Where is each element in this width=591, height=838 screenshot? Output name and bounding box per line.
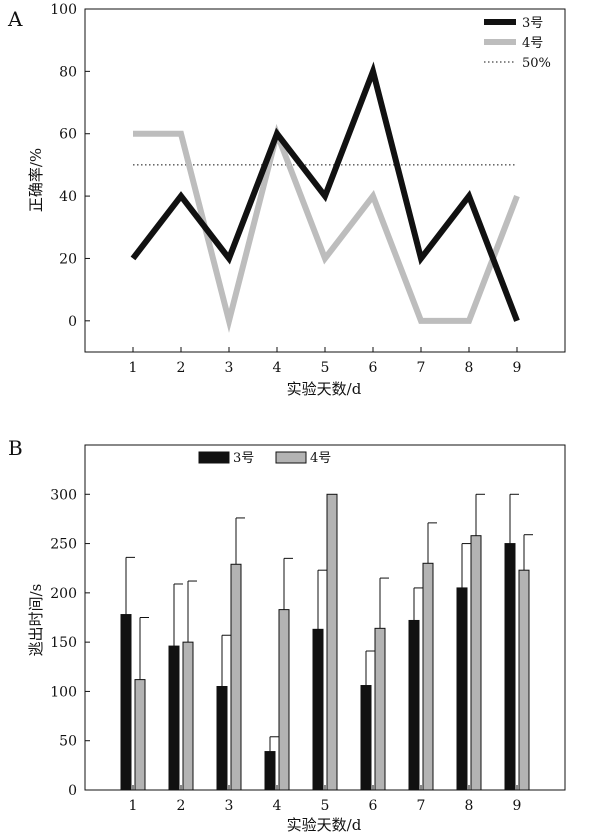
chart-b-legend: 3号 4号 [198, 451, 331, 466]
chart-a-series [130, 61, 520, 333]
x-tick-label: 4 [273, 360, 282, 376]
chart-a-legend: 3号 4号 50% [484, 16, 551, 71]
bar-3-day-7 [408, 619, 420, 791]
bar-3-day-3 [216, 686, 228, 791]
x-tick-label: 2 [177, 360, 186, 376]
y-tick-label: 150 [50, 635, 77, 651]
chart-b-plot-frame [84, 444, 566, 791]
bar-3-day-5 [312, 628, 324, 791]
legend-label-3: 3号 [522, 16, 543, 31]
x-tick-label: 7 [417, 798, 426, 814]
x-tick-label: 8 [465, 360, 474, 376]
legend-label-3: 3号 [233, 451, 254, 466]
bar-3-day-6 [360, 685, 372, 791]
bar-4-day-6 [374, 627, 386, 791]
x-tick-label: 6 [369, 360, 378, 376]
bar-4-day-8 [470, 535, 482, 791]
y-tick-label: 300 [50, 487, 77, 503]
x-tick-label: 3 [225, 798, 234, 814]
x-tick-label: 7 [417, 360, 426, 376]
chart-a: A 0 20 40 60 80 100 1 2 3 4 5 6 7 8 9 3号 4号 50% 实验天数/… [7, 2, 566, 398]
y-tick-label: 50 [59, 734, 77, 750]
panel-a-label: A [7, 7, 23, 31]
chart-b-bars [120, 493, 533, 791]
y-tick-label: 40 [59, 189, 77, 205]
x-tick-label: 1 [129, 798, 138, 814]
y-tick-label: 200 [50, 586, 77, 602]
bar-4-day-3 [230, 563, 242, 791]
y-tick-label: 250 [50, 537, 77, 553]
y-tick-label: 100 [50, 684, 77, 700]
bar-4-day-2 [182, 641, 194, 791]
chart-b-x-axis: 1 2 3 4 5 6 7 8 9 [129, 785, 522, 814]
y-tick-label: 20 [59, 251, 77, 267]
legend-swatch-4 [275, 451, 307, 464]
x-tick-label: 3 [225, 360, 234, 376]
y-tick-label: 80 [59, 64, 77, 80]
bar-4-day-7 [422, 562, 434, 791]
series-line-4 [133, 123, 520, 333]
bar-3-day-8 [456, 587, 468, 791]
panel-b-label: B [8, 436, 23, 460]
chart-a-x-title: 实验天数/d [287, 380, 362, 398]
legend-label-4: 4号 [310, 451, 331, 466]
x-tick-label: 4 [273, 798, 282, 814]
y-tick-label: 0 [68, 783, 77, 799]
x-tick-label: 5 [321, 798, 330, 814]
chart-a-x-axis: 1 2 3 4 5 6 7 8 9 [129, 347, 522, 376]
legend-label-4: 4号 [522, 36, 543, 51]
chart-a-plot-frame [84, 8, 566, 353]
x-tick-label: 2 [177, 798, 186, 814]
bar-4-day-1 [134, 679, 146, 791]
chart-b-y-axis: 0 50 100 150 200 250 300 [50, 487, 90, 799]
x-tick-label: 1 [129, 360, 138, 376]
chart-b: B 0 50 100 150 200 250 300 1 2 3 4 5 6 7 8 9 3号 4号 实验天… [8, 436, 566, 834]
bar-3-day-9 [504, 543, 516, 791]
x-tick-label: 9 [513, 798, 522, 814]
x-tick-label: 5 [321, 360, 330, 376]
x-tick-label: 8 [465, 798, 474, 814]
bar-3-day-1 [120, 614, 132, 791]
legend-swatch-3 [198, 451, 230, 464]
bar-3-day-2 [168, 645, 180, 791]
y-tick-label: 60 [59, 127, 77, 143]
bar-3-day-4 [264, 751, 276, 791]
chart-b-x-title: 实验天数/d [287, 816, 362, 834]
x-tick-label: 9 [513, 360, 522, 376]
series-line-3 [130, 61, 520, 322]
bar-4-day-4 [278, 609, 290, 791]
chart-b-y-title: 逃出时间/s [27, 584, 45, 657]
bar-4-day-9 [518, 569, 530, 791]
legend-label-50: 50% [522, 56, 551, 71]
chart-a-y-axis: 0 20 40 60 80 100 [50, 2, 90, 330]
y-tick-label: 100 [50, 2, 77, 18]
chart-a-y-title: 正确率/% [27, 148, 45, 212]
y-tick-label: 0 [68, 314, 77, 330]
x-tick-label: 6 [369, 798, 378, 814]
bar-4-day-5 [326, 493, 338, 791]
